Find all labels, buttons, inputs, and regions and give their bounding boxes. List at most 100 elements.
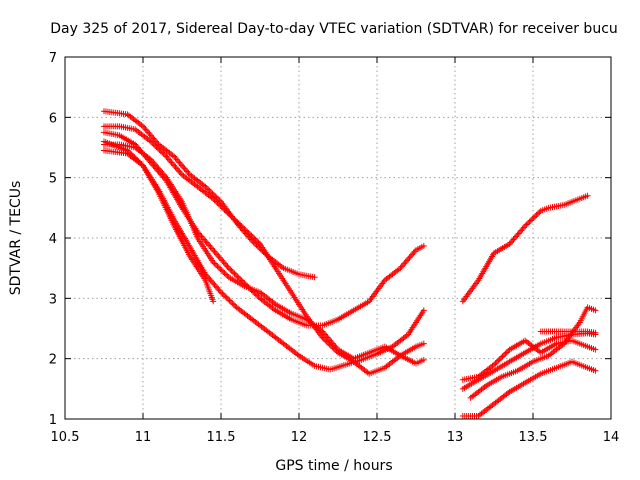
data-point — [249, 234, 256, 241]
data-point — [245, 230, 252, 237]
series-track-7 — [459, 192, 591, 305]
data-point — [232, 217, 239, 224]
data-point — [227, 298, 234, 305]
data-point — [234, 273, 241, 280]
data-point — [222, 271, 229, 278]
grid — [65, 57, 611, 419]
data-point — [228, 267, 235, 274]
data-point — [311, 274, 318, 281]
data-point — [420, 242, 427, 249]
series-track-9 — [459, 337, 599, 383]
y-tick-label: 4 — [49, 232, 57, 247]
data-point — [211, 260, 218, 267]
data-point — [222, 208, 229, 215]
data-point — [244, 228, 251, 235]
data-point — [584, 192, 591, 199]
x-tick-label: 10.5 — [51, 430, 80, 445]
data-point — [252, 236, 259, 243]
data-point — [211, 197, 218, 204]
x-axis-label: GPS time / hours — [275, 458, 392, 474]
data-point — [493, 358, 500, 365]
data-point — [215, 264, 222, 271]
data-point — [242, 227, 249, 234]
data-point — [532, 213, 539, 220]
data-point — [156, 146, 163, 153]
data-point — [208, 189, 215, 196]
data-point — [231, 216, 238, 223]
data-point — [230, 269, 237, 276]
data-point — [420, 340, 427, 347]
data-point — [527, 217, 534, 224]
data-point — [232, 272, 239, 279]
data-points — [101, 108, 599, 419]
data-point — [202, 183, 209, 190]
data-point — [217, 202, 224, 209]
data-point — [159, 149, 166, 156]
series-track-3 — [101, 138, 217, 305]
data-point — [520, 224, 527, 231]
x-tick-label: 11 — [135, 430, 152, 445]
series-track-6 — [101, 141, 427, 367]
data-point — [210, 298, 217, 305]
data-point — [502, 350, 509, 357]
data-point — [496, 356, 503, 363]
data-point — [498, 354, 505, 361]
data-point — [254, 292, 261, 299]
data-point — [225, 296, 232, 303]
data-point — [210, 195, 217, 202]
x-tick-label: 13 — [447, 430, 464, 445]
x-tick-label: 14 — [603, 430, 620, 445]
data-point — [251, 235, 258, 242]
data-point — [230, 301, 237, 308]
data-point — [227, 266, 234, 273]
data-point — [210, 259, 217, 266]
data-point — [234, 219, 241, 226]
data-point — [530, 214, 537, 221]
y-tick-label: 7 — [49, 51, 57, 66]
data-point — [160, 150, 167, 157]
data-point — [255, 293, 262, 300]
data-point — [224, 209, 231, 216]
data-point — [206, 187, 213, 194]
data-point — [215, 201, 222, 208]
x-tick-label: 12.5 — [363, 430, 392, 445]
data-point — [221, 206, 228, 213]
data-point — [235, 220, 242, 227]
data-point — [525, 220, 532, 227]
data-point — [225, 265, 232, 272]
data-point — [522, 222, 529, 229]
data-point — [500, 352, 507, 359]
data-point — [533, 211, 540, 218]
data-point — [235, 274, 242, 281]
data-point — [247, 231, 254, 238]
data-point — [592, 346, 599, 353]
data-point — [420, 356, 427, 363]
data-point — [222, 293, 229, 300]
data-point — [157, 148, 164, 155]
data-point — [241, 225, 248, 232]
data-point — [218, 289, 224, 296]
data-point — [220, 292, 227, 299]
series-track-12 — [537, 328, 599, 336]
data-point — [536, 209, 543, 216]
data-point — [220, 268, 227, 275]
data-point — [150, 141, 157, 148]
data-point — [523, 221, 530, 228]
data-point — [254, 238, 261, 245]
y-axis-label: SDTVAR / TECUs — [8, 181, 24, 296]
data-point — [529, 216, 536, 223]
data-point — [223, 294, 230, 301]
data-point — [420, 307, 427, 314]
data-point — [230, 214, 237, 221]
data-point — [228, 213, 235, 220]
data-point — [153, 143, 160, 150]
data-point — [505, 347, 512, 354]
data-point — [534, 210, 541, 217]
y-tick-label: 2 — [49, 353, 57, 368]
data-point — [213, 261, 220, 268]
data-point — [214, 199, 221, 206]
data-point — [592, 329, 599, 336]
data-point — [221, 270, 228, 277]
data-point — [161, 152, 168, 159]
data-point — [229, 300, 236, 307]
